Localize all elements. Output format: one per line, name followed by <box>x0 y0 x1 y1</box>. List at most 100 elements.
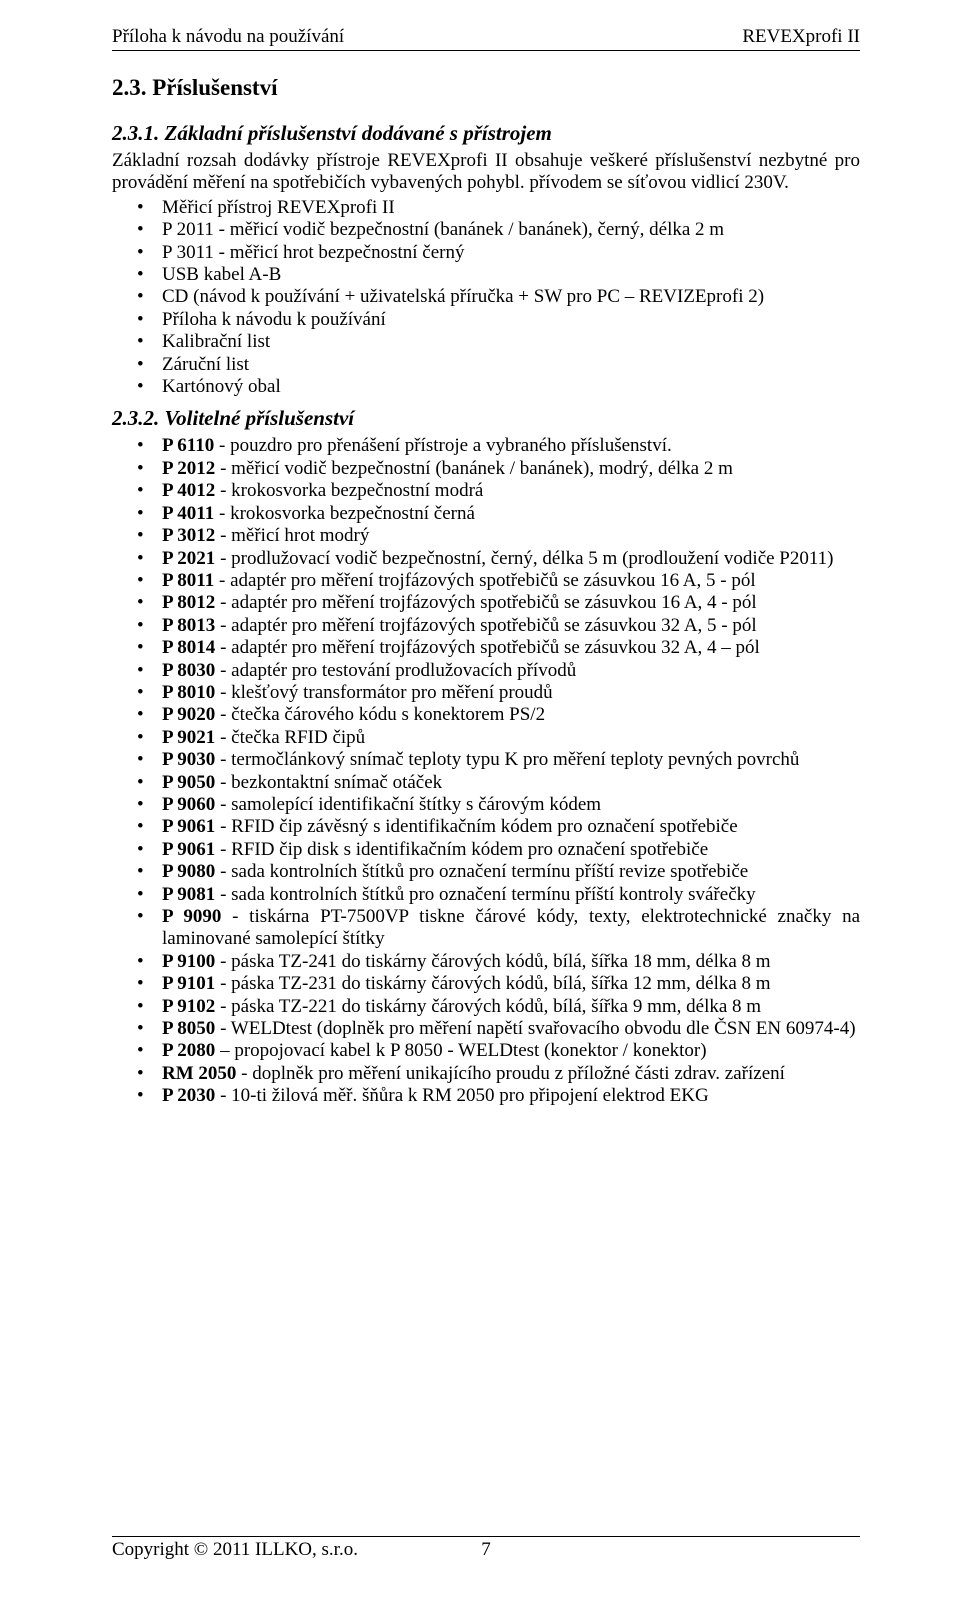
item-desc: - tiskárna PT-7500VP tiskne čárové kódy,… <box>162 906 860 949</box>
list-item: P 2012 - měřicí vodič bezpečnostní (baná… <box>112 458 860 480</box>
list-item: P 9061 - RFID čip závěsný s identifikačn… <box>112 816 860 838</box>
list-item: P 9030 - termočlánkový snímač teploty ty… <box>112 749 860 771</box>
item-desc: - čtečka RFID čipů <box>215 727 365 748</box>
item-desc: - RFID čip závěsný s identifikačním kóde… <box>215 816 737 837</box>
item-code: P 9060 <box>162 794 215 815</box>
item-code: P 2021 <box>162 548 215 569</box>
item-code: P 8030 <box>162 660 215 681</box>
list-item: P 9101 - páska TZ-231 do tiskárny čárový… <box>112 973 860 995</box>
item-code: P 9101 <box>162 973 215 994</box>
item-desc: - adaptér pro testování prodlužovacích p… <box>215 660 576 681</box>
page: Příloha k návodu na používání REVEXprofi… <box>0 0 960 1597</box>
list-item: Měřicí přístroj REVEXprofi II <box>112 197 860 219</box>
footer-page-number: 7 <box>481 1539 491 1561</box>
list-item: P 2080 – propojovací kabel k P 8050 - WE… <box>112 1040 860 1062</box>
list-item: P 9050 - bezkontaktní snímač otáček <box>112 772 860 794</box>
item-code: P 8014 <box>162 637 215 658</box>
list-item: P 2011 - měřicí vodič bezpečnostní (baná… <box>112 219 860 241</box>
list-item: P 8050 - WELDtest (doplněk pro měření na… <box>112 1018 860 1040</box>
list-item: P 9100 - páska TZ-241 do tiskárny čárový… <box>112 951 860 973</box>
list-item: P 9020 - čtečka čárového kódu s konektor… <box>112 704 860 726</box>
list-item: P 9102 - páska TZ-221 do tiskárny čárový… <box>112 996 860 1018</box>
item-desc: - sada kontrolních štítků pro označení t… <box>215 884 755 905</box>
item-desc: - krokosvorka bezpečnostní černá <box>214 503 475 524</box>
list-item: P 2030 - 10-ti žilová měř. šňůra k RM 20… <box>112 1085 860 1107</box>
basic-accessories-list: Měřicí přístroj REVEXprofi IIP 2011 - mě… <box>112 197 860 399</box>
item-code: P 9081 <box>162 884 215 905</box>
footer-rule <box>112 1536 860 1537</box>
list-item: Kalibrační list <box>112 331 860 353</box>
list-item: P 9060 - samolepící identifikační štítky… <box>112 794 860 816</box>
item-code: P 9061 <box>162 816 215 837</box>
item-desc: - měřicí vodič bezpečnostní (banánek / b… <box>215 458 733 479</box>
item-desc: - adaptér pro měření trojfázových spotře… <box>215 592 756 613</box>
list-item: P 9021 - čtečka RFID čipů <box>112 727 860 749</box>
list-item: P 2021 - prodlužovací vodič bezpečnostní… <box>112 548 860 570</box>
item-desc: - páska TZ-241 do tiskárny čárových kódů… <box>215 951 770 972</box>
item-code: RM 2050 <box>162 1063 236 1084</box>
item-desc: - adaptér pro měření trojfázových spotře… <box>215 637 760 658</box>
item-desc: - čtečka čárového kódu s konektorem PS/2 <box>215 704 545 725</box>
list-item: Záruční list <box>112 354 860 376</box>
list-item: P 3011 - měřicí hrot bezpečnostní černý <box>112 242 860 264</box>
item-desc: - bezkontaktní snímač otáček <box>215 772 442 793</box>
item-desc: - adaptér pro měření trojfázových spotře… <box>215 615 756 636</box>
item-desc: - doplněk pro měření unikajícího proudu … <box>236 1063 785 1084</box>
item-code: P 4012 <box>162 480 215 501</box>
list-item: P 8010 - klešťový transformátor pro měře… <box>112 682 860 704</box>
list-item: P 9061 - RFID čip disk s identifikačním … <box>112 839 860 861</box>
item-code: P 2012 <box>162 458 215 479</box>
item-code: P 2080 <box>162 1040 215 1061</box>
list-item: P 9080 - sada kontrolních štítků pro ozn… <box>112 861 860 883</box>
item-code: P 9102 <box>162 996 215 1017</box>
list-item: USB kabel A-B <box>112 264 860 286</box>
item-code: P 9021 <box>162 727 215 748</box>
list-item: P 8013 - adaptér pro měření trojfázových… <box>112 615 860 637</box>
list-item: P 3012 - měřicí hrot modrý <box>112 525 860 547</box>
list-item: Kartónový obal <box>112 376 860 398</box>
item-code: P 4011 <box>162 503 214 524</box>
list-item: P 8030 - adaptér pro testování prodlužov… <box>112 660 860 682</box>
item-desc: - termočlánkový snímač teploty typu K pr… <box>215 749 799 770</box>
item-code: P 9020 <box>162 704 215 725</box>
header-left: Příloha k návodu na používání <box>112 26 344 48</box>
item-desc: - RFID čip disk s identifikačním kódem p… <box>215 839 708 860</box>
item-desc: - pouzdro pro přenášení přístroje a vybr… <box>214 435 671 456</box>
item-desc: - krokosvorka bezpečnostní modrá <box>215 480 483 501</box>
subsection-1-paragraph: Základní rozsah dodávky přístroje REVEXp… <box>112 150 860 195</box>
list-item: P 8011 - adaptér pro měření trojfázových… <box>112 570 860 592</box>
item-desc: - prodlužovací vodič bezpečnostní, černý… <box>215 548 833 569</box>
footer: Copyright © 2011 ILLKO, s.r.o. 7 <box>112 1536 860 1561</box>
item-code: P 9050 <box>162 772 215 793</box>
item-desc: - 10-ti žilová měř. šňůra k RM 2050 pro … <box>215 1085 708 1106</box>
item-desc: – propojovací kabel k P 8050 - WELDtest … <box>215 1040 706 1061</box>
item-desc: - samolepící identifikační štítky s čáro… <box>215 794 601 815</box>
item-code: P 8011 <box>162 570 214 591</box>
list-item: Příloha k návodu k používání <box>112 309 860 331</box>
list-item: P 9090 - tiskárna PT-7500VP tiskne čárov… <box>112 906 860 951</box>
footer-left: Copyright © 2011 ILLKO, s.r.o. <box>112 1539 358 1561</box>
list-item: RM 2050 - doplněk pro měření unikajícího… <box>112 1063 860 1085</box>
item-code: P 8050 <box>162 1018 215 1039</box>
item-code: P 8012 <box>162 592 215 613</box>
header-right: REVEXprofi II <box>742 26 860 48</box>
item-code: P 8013 <box>162 615 215 636</box>
item-code: P 9080 <box>162 861 215 882</box>
list-item: P 8014 - adaptér pro měření trojfázových… <box>112 637 860 659</box>
optional-accessories-list: P 6110 - pouzdro pro přenášení přístroje… <box>112 435 860 1107</box>
item-code: P 3012 <box>162 525 215 546</box>
item-code: P 9100 <box>162 951 215 972</box>
item-desc: - páska TZ-221 do tiskárny čárových kódů… <box>215 996 761 1017</box>
subsection-1-title: 2.3.1. Základní příslušenství dodávané s… <box>112 121 860 146</box>
list-item: P 6110 - pouzdro pro přenášení přístroje… <box>112 435 860 457</box>
item-code: P 9030 <box>162 749 215 770</box>
item-desc: - páska TZ-231 do tiskárny čárových kódů… <box>215 973 770 994</box>
item-code: P 9061 <box>162 839 215 860</box>
item-code: P 8010 <box>162 682 215 703</box>
item-code: P 6110 <box>162 435 214 456</box>
item-desc: - WELDtest (doplněk pro měření napětí sv… <box>215 1018 855 1039</box>
header: Příloha k návodu na používání REVEXprofi… <box>112 26 860 51</box>
list-item: CD (návod k používání + uživatelská přír… <box>112 286 860 308</box>
item-desc: - adaptér pro měření trojfázových spotře… <box>214 570 755 591</box>
item-code: P 2030 <box>162 1085 215 1106</box>
